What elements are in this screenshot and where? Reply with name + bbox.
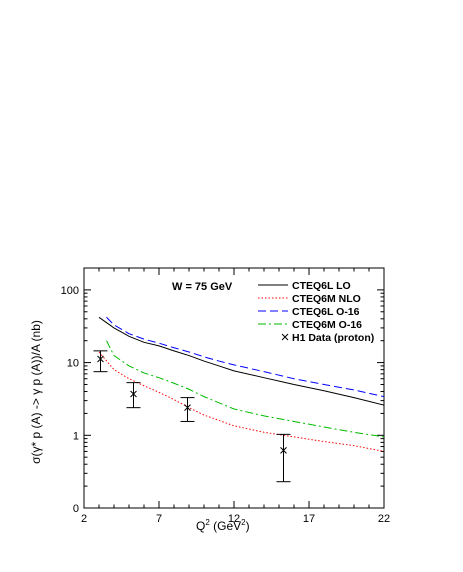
series-line — [98, 316, 385, 406]
y-tick-label: 1 — [73, 430, 79, 442]
x-tick-label: 2 — [81, 513, 87, 525]
legend-label: H1 Data (proton) — [292, 332, 374, 344]
x-axis: 2 7 12 17 22 — [81, 268, 390, 525]
legend-label: CTEQ6L O-16 — [292, 306, 360, 318]
data-point — [184, 404, 191, 412]
y-axis: 0 1 10 100 — [61, 285, 384, 515]
x-axis-title-end: ) — [246, 519, 250, 533]
series-curves — [98, 316, 385, 452]
series-line — [106, 316, 385, 398]
x-axis-title: Q2 (GeV2) — [196, 518, 250, 533]
x-axis-title-rest: (GeV — [210, 519, 241, 533]
data-point — [130, 390, 137, 398]
data-points — [93, 350, 291, 483]
series-line — [106, 340, 385, 438]
x-tick-label: 17 — [303, 513, 315, 525]
y-tick-label: 0 — [73, 503, 79, 515]
y-tick-label: 100 — [61, 285, 79, 297]
data-point — [280, 447, 287, 454]
x-axis-title-sup: 2 — [205, 518, 210, 527]
y-axis-title: σ(γ* p (A) -> γ p (A))/A (nb) — [29, 320, 43, 464]
series-line — [98, 351, 385, 452]
x-axis-title-sup2: 2 — [241, 518, 246, 527]
data-point — [97, 355, 104, 363]
y-tick-label: 10 — [67, 358, 79, 370]
annotation-label: W = 75 GeV — [172, 281, 233, 293]
x-tick-label: 7 — [156, 513, 162, 525]
legend-marker — [281, 333, 289, 341]
x-axis-title-main: Q — [196, 519, 205, 533]
x-tick-label: 22 — [378, 513, 390, 525]
legend-label: CTEQ6L LO — [292, 280, 351, 292]
x-tick-label: 12 — [228, 513, 240, 525]
legend-label: CTEQ6M NLO — [292, 293, 361, 305]
legend-label: CTEQ6M O-16 — [292, 319, 362, 331]
